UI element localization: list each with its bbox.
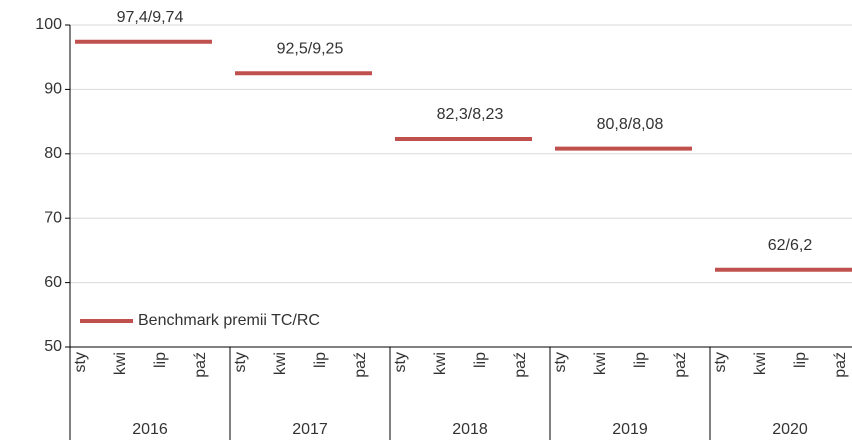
x-tick-label: paź bbox=[672, 352, 689, 378]
x-tick-label: kwi bbox=[112, 352, 129, 375]
x-tick-label: paź bbox=[512, 352, 529, 378]
group-label: 2019 bbox=[612, 421, 648, 438]
x-tick-label: kwi bbox=[272, 352, 289, 375]
data-label: 62/6,2 bbox=[768, 237, 813, 254]
x-tick-label: sty bbox=[232, 352, 249, 372]
x-tick-label: kwi bbox=[432, 352, 449, 375]
group-label: 2017 bbox=[292, 421, 328, 438]
x-tick-label: lip bbox=[792, 352, 809, 368]
data-label: 97,4/9,74 bbox=[117, 9, 184, 26]
data-label: 92,5/9,25 bbox=[277, 41, 344, 58]
data-label: 82,3/8,23 bbox=[437, 106, 504, 123]
y-tick-label: 50 bbox=[44, 338, 62, 355]
x-tick-label: kwi bbox=[592, 352, 609, 375]
y-tick-label: 90 bbox=[44, 81, 62, 98]
x-tick-label: paź bbox=[192, 352, 209, 378]
x-tick-label: sty bbox=[552, 352, 569, 372]
y-tick-label: 80 bbox=[44, 145, 62, 162]
x-tick-label: sty bbox=[392, 352, 409, 372]
x-tick-label: paź bbox=[352, 352, 369, 378]
group-label: 2018 bbox=[452, 421, 488, 438]
x-tick-label: sty bbox=[72, 352, 89, 372]
x-tick-label: kwi bbox=[752, 352, 769, 375]
x-tick-label: paź bbox=[832, 352, 849, 378]
legend-label: Benchmark premii TC/RC bbox=[138, 312, 320, 329]
data-label: 80,8/8,08 bbox=[597, 116, 664, 133]
group-label: 2016 bbox=[132, 421, 168, 438]
y-tick-label: 70 bbox=[44, 209, 62, 226]
x-tick-label: lip bbox=[632, 352, 649, 368]
x-tick-label: sty bbox=[712, 352, 729, 372]
x-tick-label: lip bbox=[152, 352, 169, 368]
y-tick-label: 100 bbox=[35, 16, 62, 33]
group-label: 2020 bbox=[772, 421, 808, 438]
x-tick-label: lip bbox=[312, 352, 329, 368]
x-tick-label: lip bbox=[472, 352, 489, 368]
y-tick-label: 60 bbox=[44, 274, 62, 291]
